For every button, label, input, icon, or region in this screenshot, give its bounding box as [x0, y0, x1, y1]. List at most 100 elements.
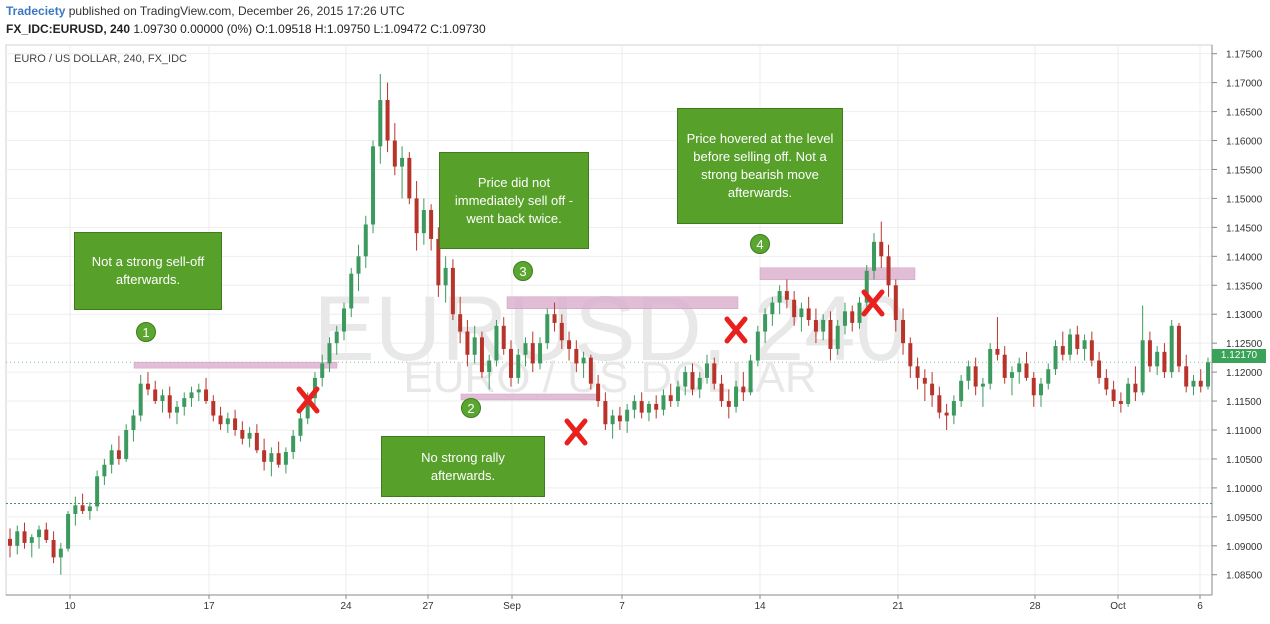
candle-body	[1147, 340, 1152, 367]
candle-body	[538, 343, 543, 364]
candle-body	[421, 210, 426, 234]
level-badge-2: 2	[461, 398, 481, 418]
candle-body	[603, 401, 608, 425]
candle-body	[726, 401, 731, 407]
candle-body	[1024, 363, 1029, 378]
candle-body	[116, 450, 121, 459]
x-mark-stroke	[564, 418, 588, 446]
candle-body	[487, 360, 492, 373]
candle-body	[479, 337, 484, 373]
candle-body	[276, 453, 281, 465]
candle-body	[1002, 354, 1007, 378]
candle-body	[240, 430, 245, 439]
candle-body	[211, 401, 216, 416]
candle-body	[1155, 351, 1160, 367]
candle-body	[1176, 325, 1181, 367]
y-tick-label: 1.13500	[1226, 281, 1263, 292]
candle-body	[545, 314, 550, 344]
candle-body	[400, 157, 405, 167]
candle-body	[813, 320, 818, 332]
x-tick-label: 28	[1029, 601, 1041, 612]
candle-body	[102, 464, 107, 477]
price-chart[interactable]: EURUSD, 240 EURO / US DOLLAR 1.175001.17…	[0, 40, 1270, 619]
x-mark-stroke	[296, 386, 320, 414]
candle-body	[443, 267, 448, 286]
y-tick-label: 1.08500	[1226, 571, 1263, 582]
level-badge-3: 3	[513, 261, 533, 281]
candle-body	[552, 314, 557, 323]
candle-body	[1126, 383, 1131, 404]
candle-body	[864, 270, 869, 303]
candle-body	[857, 302, 862, 323]
candle-body	[944, 412, 949, 416]
candle-body	[95, 476, 100, 507]
x-mark-icon	[861, 289, 885, 317]
candle-body	[654, 403, 659, 410]
candle-body	[835, 325, 840, 349]
resistance-zone-1	[133, 361, 338, 369]
candle-body	[472, 337, 477, 355]
candle-body	[632, 401, 637, 410]
candle-body	[204, 389, 209, 402]
candle-body	[705, 363, 710, 378]
x-tick-label: Oct	[1110, 601, 1126, 612]
candle-body	[1068, 334, 1073, 355]
candle-body	[37, 529, 42, 538]
candle-body	[182, 398, 187, 407]
x-mark-stroke	[861, 289, 885, 317]
candle-body	[988, 348, 993, 384]
candle-body	[80, 505, 85, 512]
x-tick-label: 7	[619, 601, 625, 612]
candle-body	[58, 548, 63, 558]
candle-body	[574, 348, 579, 364]
ohlc-readout: 1.09730 0.00000 (0%) O:1.09518 H:1.09750…	[133, 22, 486, 36]
y-tick-label: 1.09000	[1226, 542, 1263, 553]
candle-body	[1133, 383, 1138, 393]
candle-body	[501, 325, 506, 349]
candle-body	[937, 395, 942, 413]
candle-body	[617, 415, 622, 422]
candle-body	[145, 383, 150, 390]
y-tick-label: 1.11000	[1226, 426, 1262, 437]
candle-body	[806, 308, 811, 320]
level-badge-4: 4	[750, 234, 770, 254]
x-tick-label: 6	[1197, 601, 1203, 612]
candle-body	[697, 377, 702, 390]
candle-body	[516, 354, 521, 378]
chart-area[interactable]: EURUSD, 240 EURO / US DOLLAR 1.17500 1.17…	[0, 40, 1270, 619]
publisher-name[interactable]: Tradeciety	[6, 4, 66, 18]
chart-header: Tradeciety published on TradingView.com,…	[0, 0, 1270, 40]
candle-body	[755, 331, 760, 361]
candle-body	[1060, 346, 1065, 355]
candle-body	[254, 432, 259, 451]
candle-body	[1162, 351, 1167, 373]
candle-body	[588, 357, 593, 384]
y-tick-label: 1.12000	[1226, 368, 1263, 379]
x-mark-icon	[564, 418, 588, 446]
candle-body	[1198, 380, 1203, 387]
candle-body	[291, 435, 296, 452]
x-mark-icon	[724, 316, 748, 344]
y-tick-label: 1.16000	[1226, 137, 1263, 148]
candle-body	[371, 146, 376, 225]
candle-body	[269, 453, 274, 462]
resistance-zone-3	[506, 296, 739, 309]
candle-body	[1039, 383, 1044, 396]
y-tick-label: 1.17500	[1226, 50, 1263, 61]
candle-body	[15, 531, 20, 546]
candle-body	[842, 311, 847, 326]
candle-body	[378, 100, 383, 147]
candle-body	[1191, 380, 1196, 387]
candle-body	[683, 372, 688, 387]
candle-body	[465, 331, 470, 355]
y-tick-label: 1.13000	[1226, 310, 1263, 321]
symbol-line: FX_IDC:EURUSD, 240 1.09730 0.00000 (0%) …	[6, 22, 486, 36]
candle-body	[414, 198, 419, 234]
candle-body	[719, 383, 724, 402]
candle-body	[283, 452, 288, 465]
x-tick-label: Sep	[503, 601, 521, 612]
candle-body	[596, 383, 601, 402]
candle-body	[189, 392, 194, 399]
publish-line: Tradeciety published on TradingView.com,…	[6, 4, 405, 18]
candle-body	[567, 340, 572, 349]
